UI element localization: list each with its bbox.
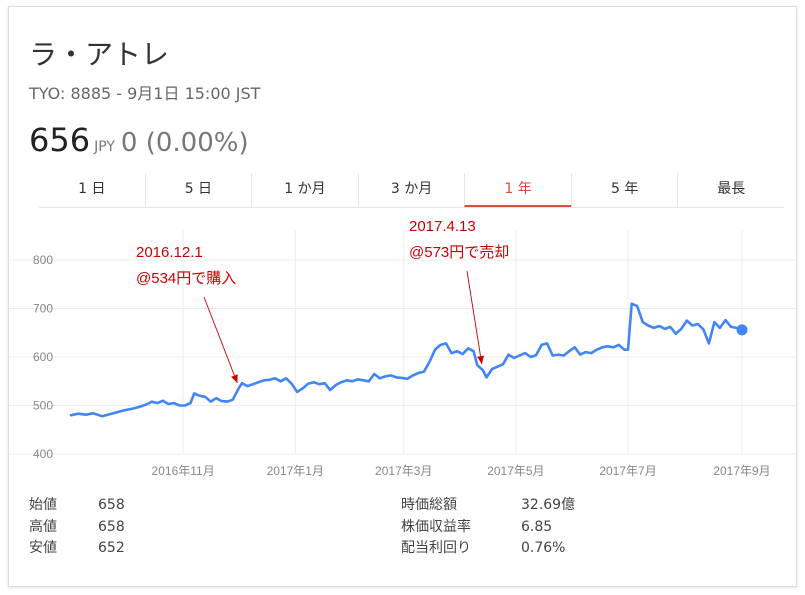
stat-row-market-cap: 時価総額 32.69億: [401, 495, 575, 517]
x-tick-label: 2017年7月: [599, 464, 656, 478]
stats-right: 時価総額 32.69億 株価収益率 6.85 配当利回り 0.76%: [401, 495, 575, 560]
tab-1-year[interactable]: 1 年: [464, 173, 571, 207]
price-row: 656 JPY 0 (0.00%): [29, 121, 249, 159]
price-line: [69, 302, 744, 418]
y-tick-label: 800: [33, 253, 53, 267]
x-tick-label: 2017年3月: [375, 464, 432, 478]
stat-row-dividend-yield: 配当利回り 0.76%: [401, 538, 575, 560]
x-tick-label: 2017年5月: [487, 464, 544, 478]
tab-3-month[interactable]: 3 か月: [357, 173, 465, 207]
x-tick-labels: 2016年11月 2017年1月 2017年3月 2017年5月 2017年7月 2017…: [152, 464, 771, 478]
stat-row-open: 始値 658: [29, 495, 125, 517]
annotation-arrows: [203, 270, 484, 384]
price-change: 0 (0.00%): [120, 128, 249, 158]
stats-left: 始値 658 高値 658 安値 652: [29, 495, 125, 560]
grid-lines: [9, 230, 796, 455]
stat-value: 658: [98, 518, 125, 535]
annotation-arrow-head: [477, 355, 484, 365]
x-tick-label: 2016年11月: [152, 464, 215, 478]
x-tick-label: 2017年1月: [267, 464, 324, 478]
current-price: 656: [29, 121, 91, 159]
annotation-date: 2017.4.13: [409, 218, 476, 235]
range-tabs: 1 日 5 日 1 か月 3 か月 1 年 5 年 最長: [39, 173, 784, 208]
annotation-text: @534円で購入: [136, 270, 236, 287]
y-tick-label: 400: [33, 447, 53, 461]
y-tick-label: 700: [33, 302, 53, 316]
last-price-dot: [736, 324, 748, 336]
stat-label: 株価収益率: [401, 518, 471, 535]
y-tick-label: 600: [33, 350, 53, 364]
annotation-date: 2016.12.1: [136, 244, 203, 261]
stat-value: 652: [98, 540, 125, 556]
stat-row-low: 安値 652: [29, 538, 125, 560]
stat-row-per: 株価収益率 6.85: [401, 517, 575, 539]
tab-max[interactable]: 最長: [677, 173, 784, 207]
y-tick-label: 500: [33, 399, 53, 413]
stat-value: 0.76%: [521, 540, 566, 556]
currency-label: JPY: [94, 139, 115, 155]
x-tick-label: 2017年9月: [713, 464, 770, 478]
stock-card: ラ・アトレ TYO: 8885 - 9月1日 15:00 JST 656 JPY 0…: [8, 6, 797, 587]
annotation-arrow-line: [203, 296, 238, 384]
annotation-arrow-line: [466, 270, 483, 365]
stat-value: 32.69億: [521, 497, 576, 513]
stat-row-high: 高値 658: [29, 517, 125, 539]
annotations: 2016.12.1 @534円で購入 2017.4.13 @573円で売却: [136, 218, 509, 287]
stat-value: 658: [98, 497, 125, 513]
annotation-arrow-head: [231, 374, 238, 384]
tab-1-month[interactable]: 1 か月: [251, 173, 358, 207]
stat-value: 6.85: [521, 518, 553, 535]
stat-label: 高値: [29, 518, 57, 535]
tab-1-day[interactable]: 1 日: [78, 181, 106, 197]
stat-label: 時価総額: [401, 497, 457, 513]
company-name: ラ・アトレ: [29, 38, 170, 71]
tab-5-year[interactable]: 5 年: [570, 173, 678, 207]
stat-label: 安値: [29, 540, 57, 556]
stat-label: 始値: [29, 497, 57, 513]
stat-label: 配当利回り: [401, 540, 471, 556]
annotation-text: @573円で売却: [409, 244, 509, 261]
ticker-info: TYO: 8885 - 9月1日 15:00 JST: [29, 84, 261, 103]
y-tick-labels: 400 500 600 700 800: [33, 253, 53, 461]
tab-5-day[interactable]: 5 日: [144, 173, 252, 207]
